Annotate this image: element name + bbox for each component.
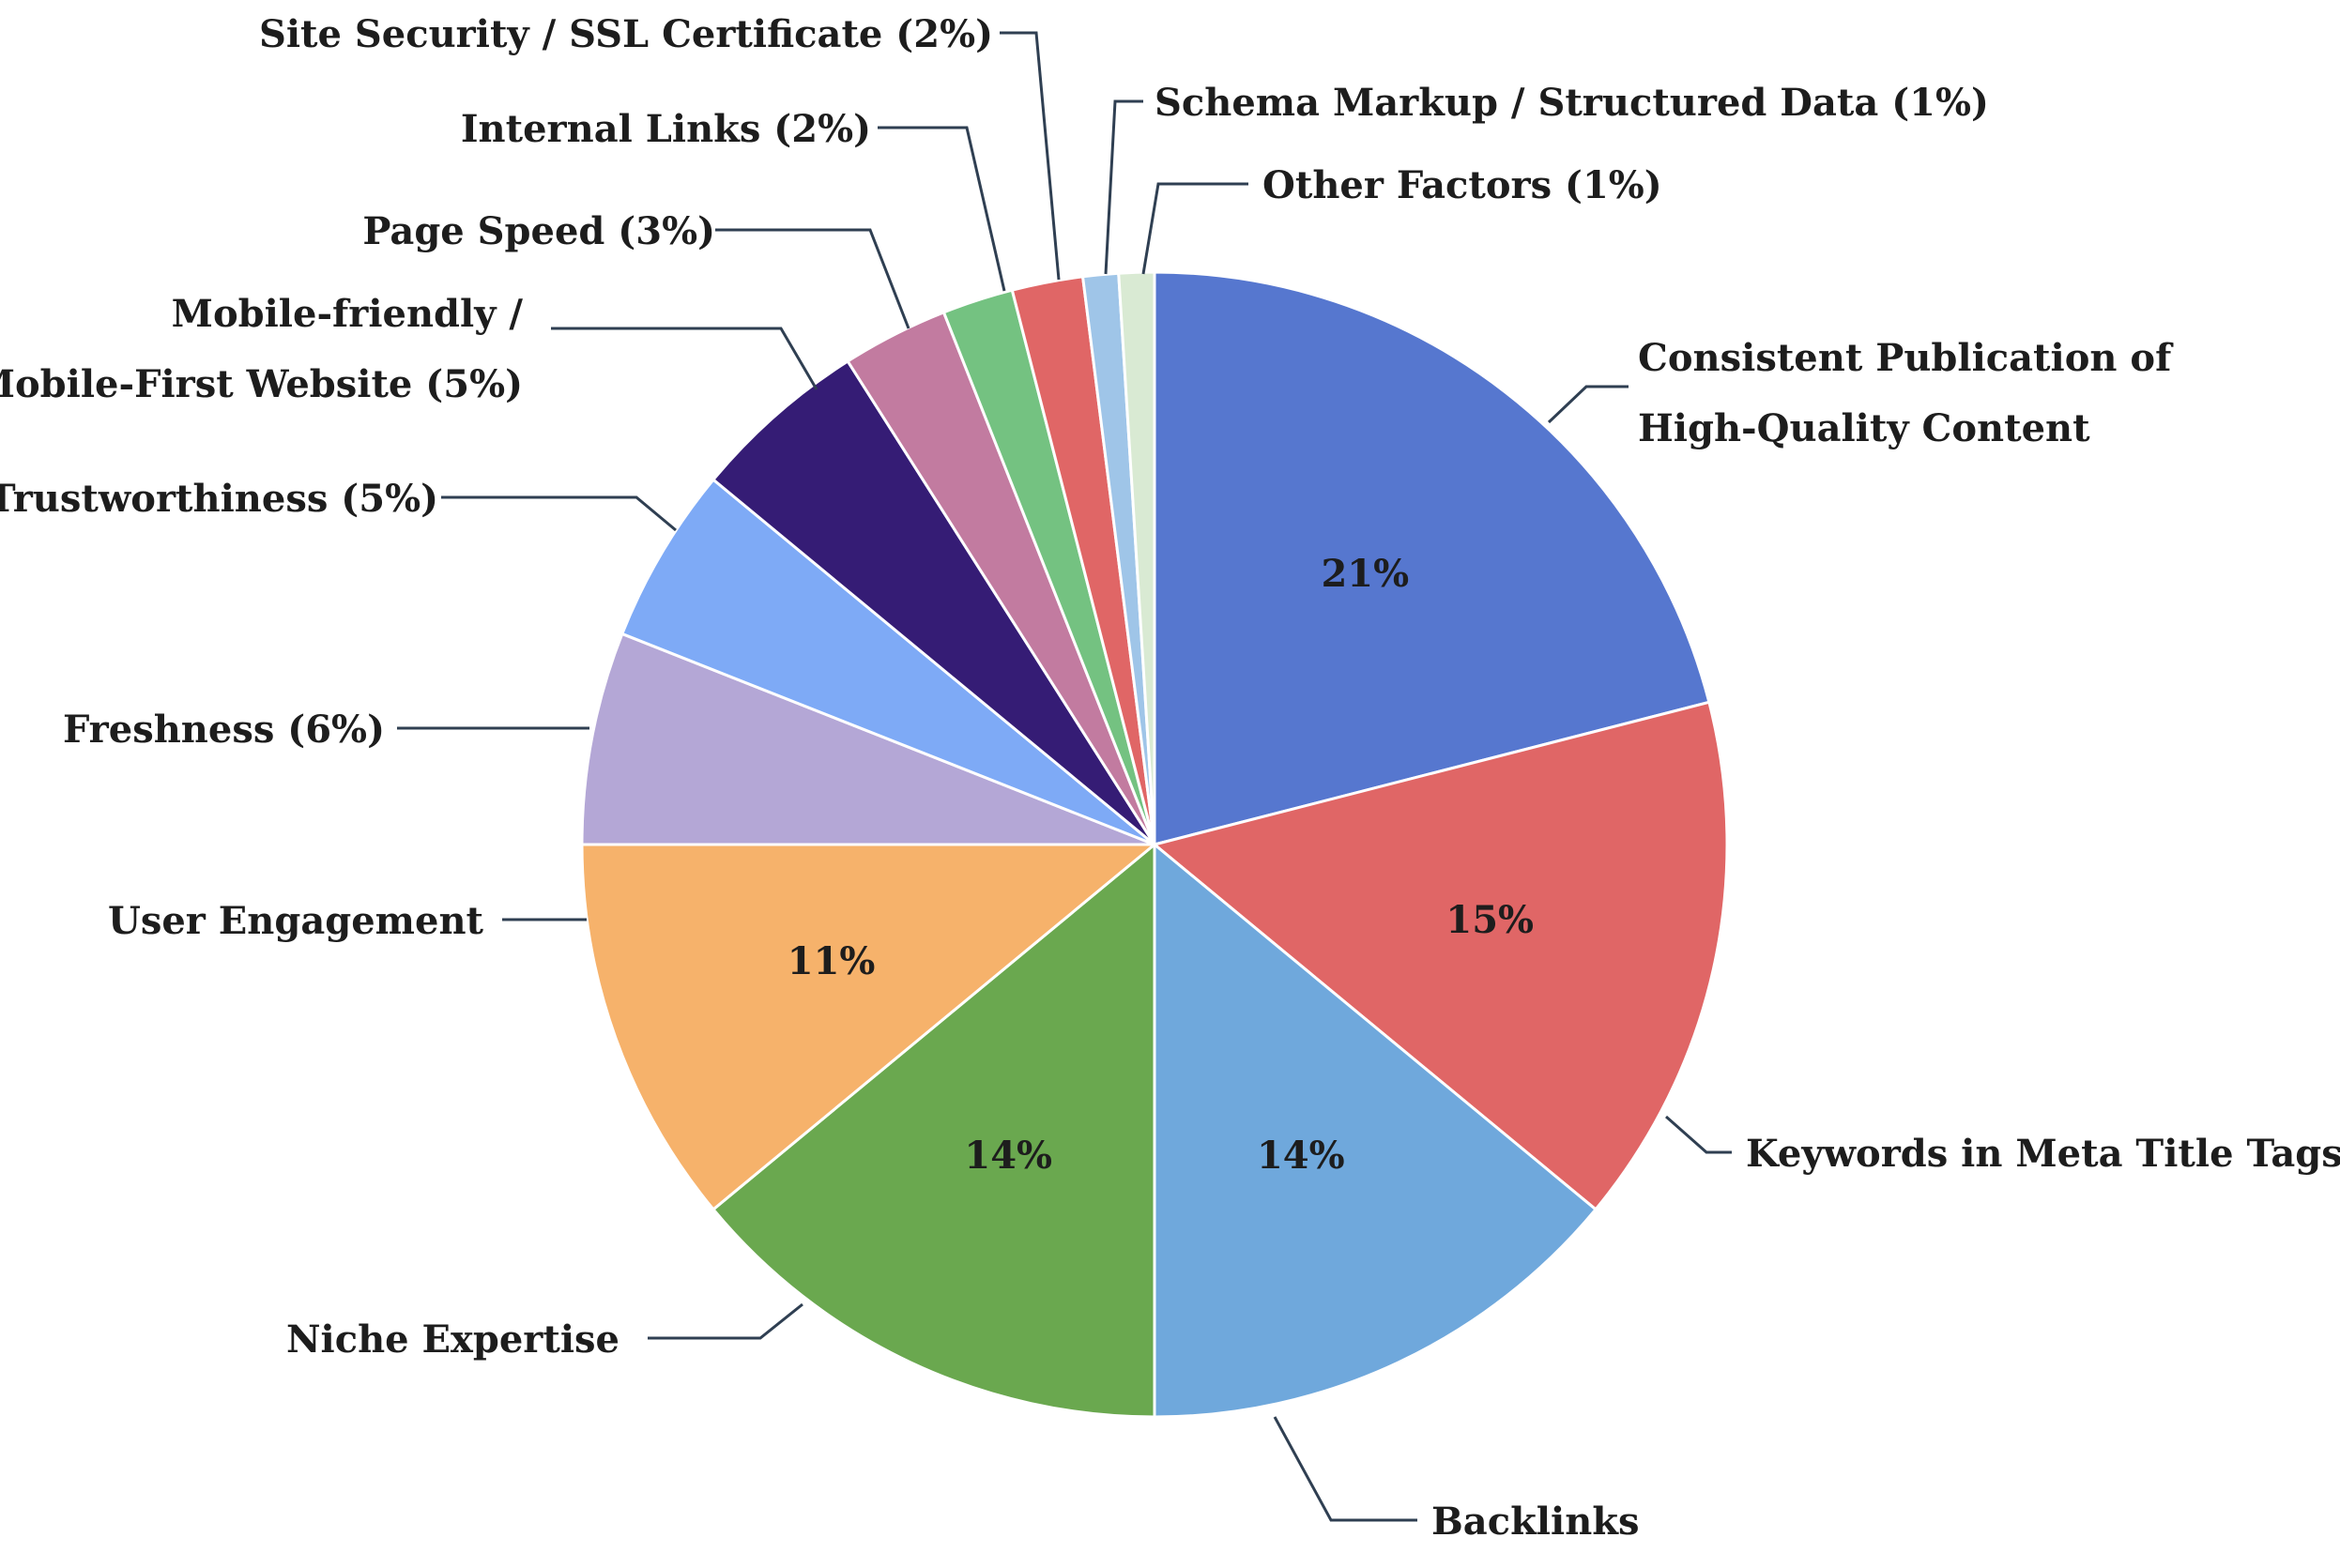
pie-slice-1 xyxy=(1153,270,1711,846)
slice-value-label-5: 11% xyxy=(788,939,876,983)
slice-category-label-11: Site Security / SSL Certificate (2%) xyxy=(259,12,993,56)
slice-category-label-7: Trustworthiness (5%) xyxy=(0,477,438,521)
leader-line-3 xyxy=(1273,1416,1417,1522)
pie-slices xyxy=(580,270,1729,1419)
slice-category-label-12: Schema Markup / Structured Data (1%) xyxy=(1155,81,1989,125)
pie-slice-13 xyxy=(1117,270,1156,846)
slice-category-label-13: Other Factors (1%) xyxy=(1262,163,1662,207)
pie-slice-5 xyxy=(580,843,1156,1211)
label-line: High-Quality Content xyxy=(1638,406,2090,450)
label-line: Mobile-First Website (5%) xyxy=(0,362,523,406)
slice-category-label-10: Internal Links (2%) xyxy=(461,107,871,151)
leader-line-8 xyxy=(551,327,818,390)
slice-category-label-1: Consistent Publication of High-Quality Co… xyxy=(1638,336,2174,450)
label-line: Internal Links (2%) xyxy=(461,107,871,151)
label-line: Niche Expertise xyxy=(286,1317,619,1362)
slice-labels: 21% 15% 14% 14% 11% Consistent Publication of… xyxy=(0,12,2340,1544)
slice-category-label-2: Keywords in Meta Title Tags xyxy=(1746,1132,2340,1176)
pie-slice-4 xyxy=(711,843,1156,1419)
leader-line-10 xyxy=(878,126,1006,292)
slice-category-label-5: User Engagement xyxy=(108,899,484,943)
label-line: Other Factors (1%) xyxy=(1262,163,1662,207)
leader-line-11 xyxy=(1000,31,1061,281)
leader-line-13 xyxy=(1141,182,1248,275)
slice-category-label-6: Freshness (6%) xyxy=(63,708,385,752)
slice-value-label-3: 14% xyxy=(1257,1134,1345,1178)
slice-category-label-8: Mobile-friendly / Mobile-First Website (5… xyxy=(0,292,523,406)
leader-line-1 xyxy=(1547,385,1629,424)
leader-line-12 xyxy=(1104,99,1143,275)
label-line: User Engagement xyxy=(108,899,484,943)
leader-line-4 xyxy=(648,1302,803,1340)
label-line: Trustworthiness (5%) xyxy=(0,477,438,521)
leader-line-2 xyxy=(1665,1115,1732,1154)
label-line: Site Security / SSL Certificate (2%) xyxy=(259,12,993,56)
slice-category-label-3: Backlinks xyxy=(1431,1499,1640,1544)
slice-value-label-4: 14% xyxy=(964,1134,1052,1178)
label-line: Keywords in Meta Title Tags xyxy=(1746,1132,2340,1176)
label-line: Page Speed (3%) xyxy=(362,209,715,253)
pie-slice-7 xyxy=(620,478,1156,846)
label-line: Schema Markup / Structured Data (1%) xyxy=(1155,81,1989,125)
slice-value-label-1: 21% xyxy=(1321,552,1409,596)
leader-lines xyxy=(397,31,1732,1522)
slice-category-label-4: Niche Expertise xyxy=(286,1317,619,1362)
slice-value-label-2: 15% xyxy=(1445,898,1534,942)
label-line: Consistent Publication of xyxy=(1638,336,2174,380)
slice-category-label-9: Page Speed (3%) xyxy=(362,209,715,253)
pie-slice-2 xyxy=(1153,700,1729,1211)
label-line: Freshness (6%) xyxy=(63,708,385,752)
label-line: Backlinks xyxy=(1431,1499,1640,1544)
pie-slice-3 xyxy=(1153,843,1598,1419)
leader-line-9 xyxy=(715,228,910,329)
pie-slice-6 xyxy=(580,632,1156,846)
label-line: Mobile-friendly / xyxy=(172,292,524,336)
pie-slice-8 xyxy=(711,359,1156,846)
leader-line-7 xyxy=(441,495,677,532)
